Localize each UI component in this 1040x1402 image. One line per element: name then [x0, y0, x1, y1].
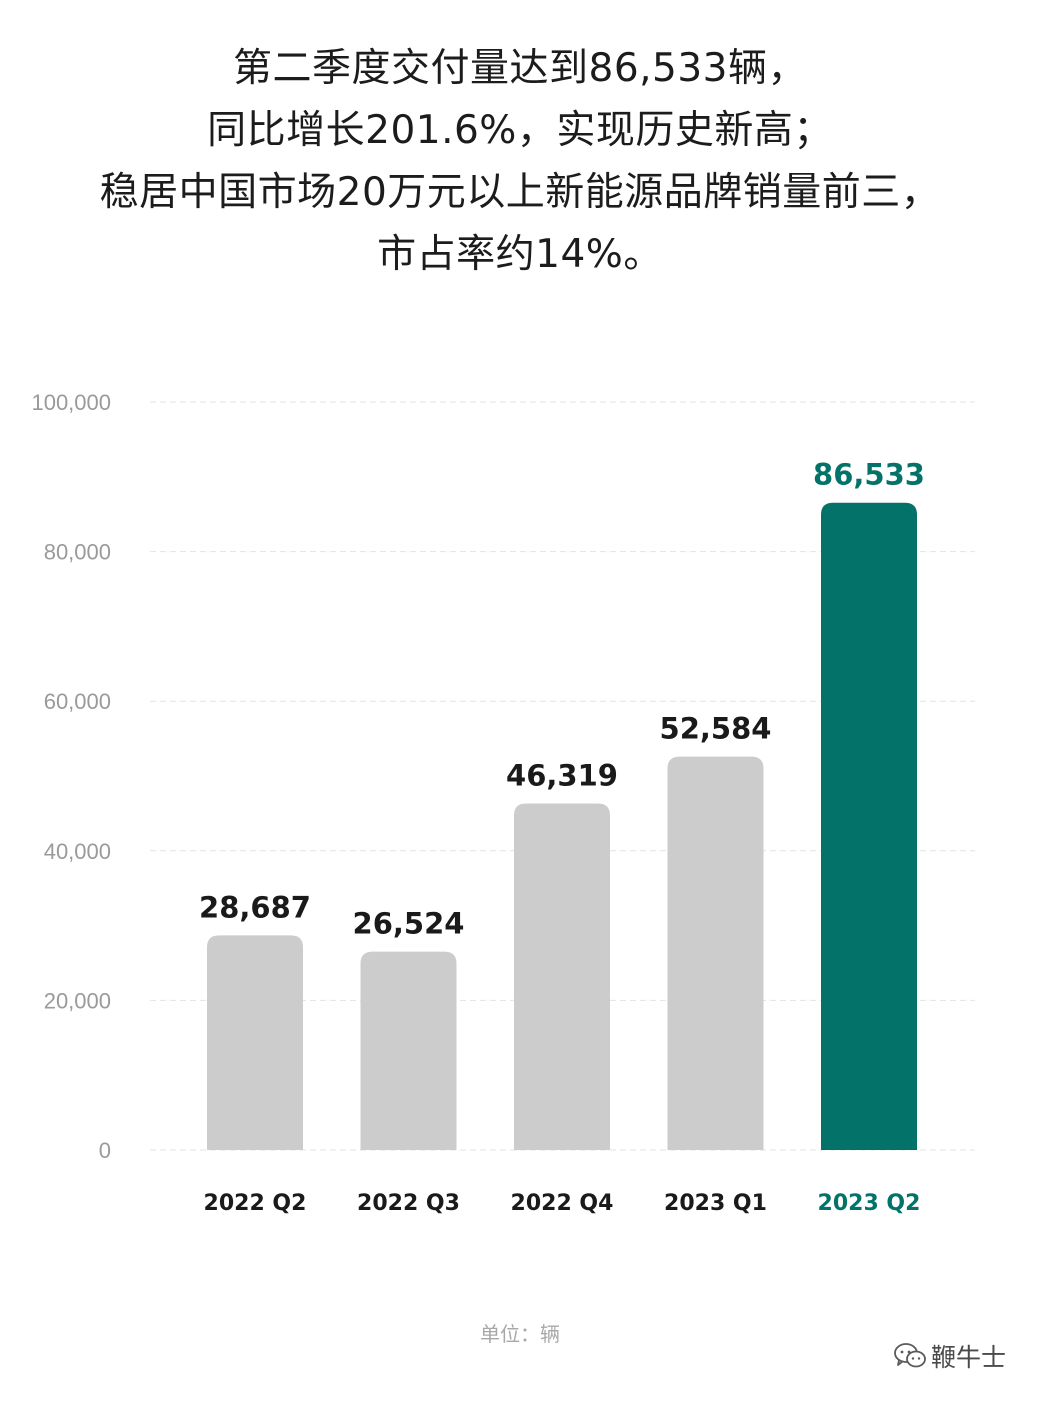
bar-value-label: 86,533	[813, 458, 925, 492]
y-tick-label: 80,000	[44, 540, 111, 565]
bar	[514, 803, 610, 1150]
x-axis-labels: 2022 Q2 2022 Q3 2022 Q4 2023 Q1 2023 Q2	[204, 1191, 921, 1216]
bar-value-label: 28,687	[199, 890, 311, 924]
x-tick-label: 2023 Q1	[664, 1191, 767, 1216]
bar-value-label: 46,319	[506, 759, 618, 793]
value-labels: 28,687 26,524 46,319 52,584 86,533	[199, 458, 925, 941]
bars	[207, 502, 917, 1150]
headline-line-2: 同比增长201.6%，实现历史新高；	[207, 108, 833, 153]
watermark-text: 鞭牛士	[930, 1343, 1006, 1372]
x-tick-label: 2022 Q2	[204, 1191, 307, 1216]
y-tick-label: 0	[99, 1138, 111, 1163]
bar	[821, 502, 917, 1150]
bar	[667, 756, 764, 1150]
x-tick-label: 2022 Q3	[357, 1191, 460, 1216]
bar	[207, 935, 303, 1150]
headline-line-4: 市占率约14%。	[377, 232, 663, 277]
chart-headline: 第二季度交付量达到86,533辆， 同比增长201.6%，实现历史新高； 稳居中…	[0, 38, 1040, 286]
y-tick-label: 40,000	[44, 839, 111, 864]
x-tick-label: 2023 Q2	[818, 1191, 921, 1216]
y-tick-label: 60,000	[44, 689, 111, 714]
headline-line-1: 第二季度交付量达到86,533辆，	[233, 46, 807, 91]
wechat-icon	[894, 1343, 926, 1368]
y-tick-label: 100,000	[31, 390, 111, 415]
watermark: 鞭牛士	[893, 1338, 1006, 1374]
y-axis-ticks: 0 20,000 40,000 60,000 80,000 100,000	[31, 390, 111, 1163]
bar-value-label: 52,584	[660, 712, 772, 746]
headline-line-3: 稳居中国市场20万元以上新能源品牌销量前三，	[99, 170, 941, 215]
bar-value-label: 26,524	[353, 907, 465, 941]
bar	[360, 951, 457, 1150]
x-tick-label: 2022 Q4	[511, 1191, 614, 1216]
unit-label: 单位：辆	[480, 1322, 560, 1346]
y-tick-label: 20,000	[44, 988, 111, 1013]
